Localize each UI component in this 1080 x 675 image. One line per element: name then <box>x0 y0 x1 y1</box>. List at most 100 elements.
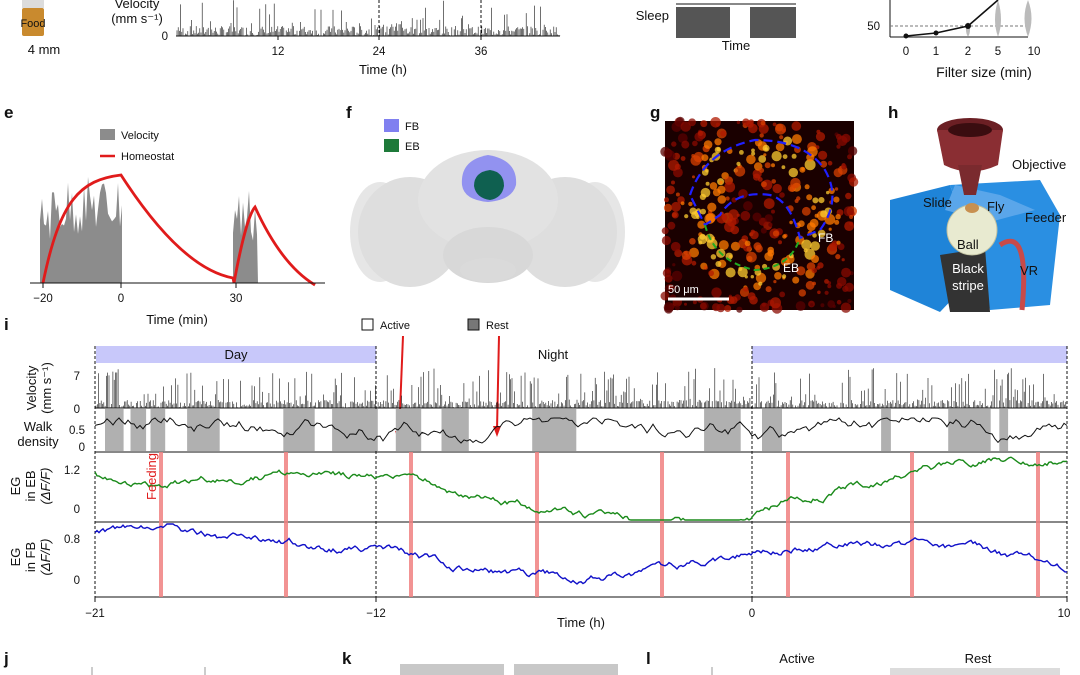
texture-dot <box>699 233 706 240</box>
l-rest: Rest <box>965 651 992 666</box>
texture-dot <box>692 300 697 305</box>
texture-dot <box>837 243 845 251</box>
texture-dot <box>788 167 798 178</box>
texture-dot <box>692 175 695 179</box>
texture-dot <box>684 302 687 306</box>
texture-dot <box>804 184 810 190</box>
h-vr: VR <box>1020 263 1038 278</box>
eb-trace <box>94 456 1068 521</box>
texture-dot <box>710 117 721 128</box>
objective <box>937 130 1003 172</box>
texture-dot <box>834 187 839 191</box>
texture-dot <box>815 132 826 142</box>
top-tick-12: 12 <box>272 46 285 58</box>
texture-dot <box>667 221 676 230</box>
texture-dot <box>770 297 781 309</box>
h-objective: Objective <box>1012 157 1066 172</box>
texture-dot <box>847 298 852 304</box>
i-xlabel: Time (h) <box>557 615 605 630</box>
legend-active-swatch <box>361 318 374 331</box>
texture-dot <box>809 218 819 228</box>
texture-dot <box>746 251 757 263</box>
texture-dot <box>681 250 692 260</box>
texture-dot <box>764 214 773 223</box>
rest-arrow <box>496 335 500 431</box>
texture-dot <box>691 260 697 266</box>
h-ball: Ball <box>957 237 979 252</box>
legend-velocity-label: Velocity <box>121 130 159 142</box>
panel-label-k: k <box>342 649 352 668</box>
fb-outline <box>688 138 834 240</box>
texture-dot <box>691 211 699 220</box>
microscopy-texture <box>660 116 859 314</box>
texture-dot <box>772 183 782 194</box>
sleep-block-1 <box>676 7 730 38</box>
texture-dot <box>817 262 824 269</box>
food-vial <box>22 8 44 36</box>
feeding-bar <box>284 452 288 597</box>
legend-fb-label: FB <box>405 121 419 133</box>
feeding-bar <box>159 452 163 597</box>
panel-f: f FB EB <box>346 103 625 287</box>
panel-g: g FB EB 50 μm <box>650 103 859 314</box>
svg-text:5: 5 <box>995 46 1001 58</box>
texture-dot <box>844 221 854 232</box>
texture-dot <box>671 201 681 212</box>
texture-dot <box>750 275 754 279</box>
texture-dot <box>755 244 763 253</box>
texture-dot <box>818 197 825 204</box>
feeding-label: Feeding <box>144 453 159 500</box>
texture-dot <box>666 185 675 195</box>
i-walk-ylabel-2: density <box>17 434 59 449</box>
texture-dot <box>753 173 761 181</box>
top-velocity-tick-0: 0 <box>162 31 168 43</box>
texture-dot <box>740 210 751 221</box>
texture-dot <box>710 254 717 260</box>
texture-dot <box>826 190 830 195</box>
i-fb-ylabel-1: EG <box>8 548 23 567</box>
texture-dot <box>759 167 765 173</box>
g-fb-label: FB <box>818 231 833 245</box>
panel-label-h: h <box>888 103 898 122</box>
rest-block <box>441 409 469 451</box>
i-walk-ylabel: Walk <box>24 419 53 434</box>
texture-dot <box>752 212 762 222</box>
texture-dot <box>672 285 677 290</box>
texture-dot <box>664 197 669 203</box>
i-velocity-ylabel: Velocity <box>24 365 39 410</box>
top-tick-36: 36 <box>475 46 488 58</box>
legend-velocity-swatch <box>100 129 115 140</box>
vial-cap <box>22 0 44 8</box>
texture-dot <box>661 227 669 235</box>
i-tick-10: 10 <box>1058 608 1071 620</box>
texture-dot <box>711 287 722 298</box>
texture-dot <box>725 267 736 278</box>
texture-dot <box>730 241 741 251</box>
texture-dot <box>748 119 754 125</box>
texture-dot <box>811 255 819 263</box>
texture-dot <box>812 197 819 204</box>
texture-dot <box>798 220 805 227</box>
texture-dot <box>812 233 817 238</box>
texture-dot <box>700 302 707 310</box>
e-velocity-bout-1 <box>40 176 122 283</box>
rest-block <box>130 409 147 451</box>
texture-dot <box>774 272 782 280</box>
rest-block <box>999 409 1009 451</box>
i-walk-tick-05: 0.5 <box>69 425 85 437</box>
texture-dot <box>791 134 802 145</box>
rest-block <box>105 409 124 451</box>
texture-dot <box>739 150 744 155</box>
top-velocity-ylabel: Velocity <box>115 0 160 11</box>
texture-dot <box>671 180 675 185</box>
night-label: Night <box>538 347 569 362</box>
i-vel-tick-0: 0 <box>74 404 80 416</box>
day-bar-2 <box>752 346 1067 363</box>
texture-dot <box>724 305 732 312</box>
texture-dot <box>705 181 710 186</box>
texture-dot <box>817 290 821 295</box>
sleep-label: Sleep <box>636 8 669 23</box>
panel-e: e Velocity Homeostat −20 0 30 Time (min) <box>4 103 325 327</box>
scale-label: 4 mm <box>28 42 61 57</box>
texture-dot <box>700 120 708 128</box>
